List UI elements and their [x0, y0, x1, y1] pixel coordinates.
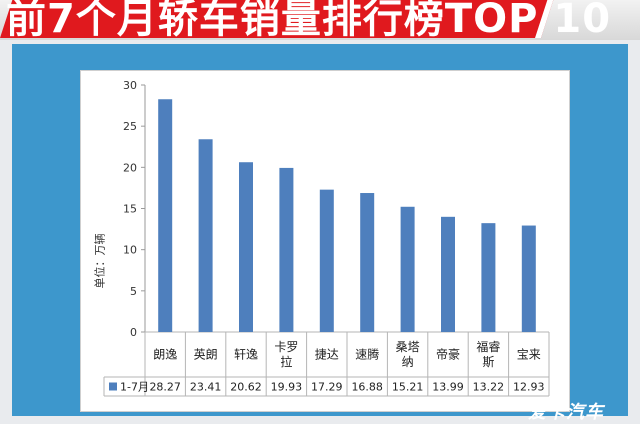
data-value-cell: 12.93 [513, 381, 545, 394]
x-category-label: 捷达 [315, 348, 339, 362]
data-value-cell: 16.88 [351, 381, 383, 394]
bar [239, 162, 253, 332]
bar-chart: 0 5 10 15 20 25 30 朗逸 28.27 英朗 23.41 轩逸 20.62 卡罗拉 19.9… [103, 79, 550, 397]
bar [158, 99, 173, 332]
bar [521, 225, 536, 332]
data-value-cell: 13.22 [473, 381, 505, 394]
x-category-label: 卡罗拉 [274, 340, 298, 369]
legend-label: 1-7月 [120, 381, 149, 394]
x-category-label: 英朗 [194, 348, 218, 362]
bar [198, 139, 213, 332]
y-tick-label: 30 [123, 79, 137, 92]
bar [441, 216, 455, 332]
data-value-cell: 17.29 [311, 381, 343, 394]
data-value-cell: 28.27 [149, 381, 181, 394]
x-category-label: 桑塔纳 [396, 340, 420, 369]
x-category-label: 轩逸 [234, 348, 258, 362]
bar [481, 223, 496, 332]
bar [319, 189, 334, 332]
page-title: 前7个月轿车销量排行榜TOP 10 [6, 0, 612, 40]
bar [360, 193, 375, 332]
title-banner: 前7个月轿车销量排行榜TOP 10 [0, 0, 640, 40]
data-value-cell: 15.21 [392, 381, 424, 394]
data-value-cell: 13.99 [432, 381, 464, 394]
x-category-label: 帝豪 [436, 347, 460, 362]
data-value-cell: 23.41 [190, 381, 222, 394]
y-tick-label: 25 [123, 120, 137, 133]
y-tick-label: 10 [123, 244, 137, 257]
watermark-logo: 爱卡汽车 [528, 402, 604, 423]
y-tick-label: 15 [123, 203, 137, 216]
data-value-cell: 19.93 [271, 381, 303, 394]
bar [279, 167, 294, 332]
x-category-label: 宝来 [517, 348, 541, 362]
y-tick-label: 5 [130, 285, 137, 298]
chart-panel: 单位：万辆 0 5 10 15 20 25 30 朗逸 28.27 英朗 23.41 轩逸 20.62 卡… [80, 70, 570, 412]
bar [400, 206, 415, 332]
y-tick-label: 0 [130, 326, 137, 339]
x-category-label: 朗逸 [153, 348, 177, 362]
x-category-label: 速腾 [355, 347, 379, 362]
y-tick-label: 20 [123, 161, 137, 174]
data-value-cell: 20.62 [230, 381, 262, 394]
x-category-label: 福睿斯 [476, 339, 500, 369]
legend-swatch [109, 382, 117, 391]
